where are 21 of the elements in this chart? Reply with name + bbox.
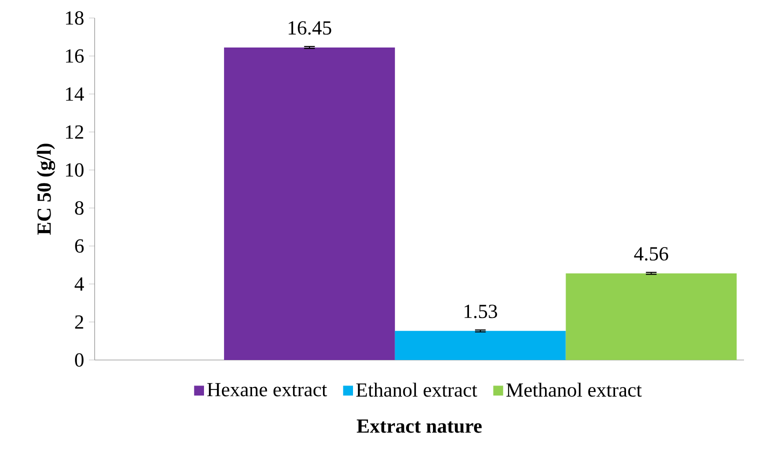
legend-label: Ethanol extract xyxy=(356,382,478,397)
y-tick-label: 4 xyxy=(74,278,84,291)
y-tick-label: 2 xyxy=(75,316,84,329)
y-tick-label: 10 xyxy=(66,163,84,177)
bar xyxy=(224,48,395,360)
bar xyxy=(394,331,566,360)
y-axis-title: EC 50 (g/l) xyxy=(36,144,56,235)
y-tick-label: 8 xyxy=(75,201,84,215)
legend-label: Methanol extract xyxy=(506,382,642,397)
x-axis-title: Extract nature xyxy=(356,420,482,434)
y-tick-label: 6 xyxy=(75,239,84,253)
y-tick-label: 12 xyxy=(66,126,84,139)
legend-label: Hexane extract xyxy=(207,383,328,397)
data-label: 16.45 xyxy=(288,21,332,35)
y-tick-label: 18 xyxy=(66,11,84,25)
y-tick-label: 0 xyxy=(75,353,84,367)
bar xyxy=(566,274,737,360)
data-label: 4.56 xyxy=(634,247,668,261)
data-label: 1.53 xyxy=(464,304,498,318)
y-tick-label: 16 xyxy=(66,49,84,63)
y-tick-label: 14 xyxy=(66,88,84,101)
